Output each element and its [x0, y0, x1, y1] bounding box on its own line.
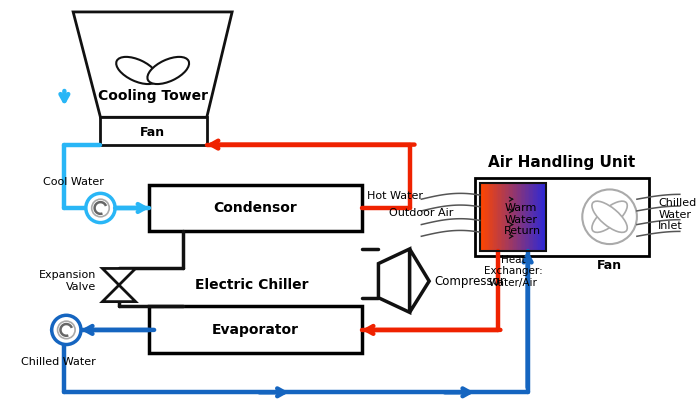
Bar [514, 183, 516, 251]
Bar [542, 183, 544, 251]
Bar [509, 183, 511, 251]
Polygon shape [102, 285, 136, 302]
Text: Fan: Fan [597, 259, 622, 272]
Bar [537, 183, 539, 251]
Bar [149, 307, 362, 353]
Bar [524, 183, 526, 251]
Bar [480, 183, 482, 251]
Bar [517, 183, 519, 251]
Text: Evaporator: Evaporator [212, 323, 299, 337]
Bar [531, 183, 532, 251]
Bar [540, 183, 541, 251]
Circle shape [92, 199, 109, 217]
Bar [482, 183, 484, 251]
Bar [510, 183, 512, 251]
Circle shape [86, 193, 115, 222]
Bar [545, 183, 547, 251]
Bar [494, 183, 496, 251]
Text: Chilled Water: Chilled Water [21, 357, 96, 367]
Text: Compressor: Compressor [434, 275, 505, 288]
Bar [149, 185, 362, 232]
Ellipse shape [116, 57, 158, 84]
Bar [519, 183, 522, 251]
Ellipse shape [148, 57, 189, 84]
Bar [501, 183, 503, 251]
Bar [531, 183, 533, 251]
Bar [512, 183, 514, 251]
Bar [486, 183, 489, 251]
Bar [536, 183, 538, 251]
Circle shape [52, 315, 81, 344]
Bar [101, 117, 206, 144]
Bar [526, 183, 528, 251]
Bar [504, 183, 505, 251]
Bar [516, 183, 517, 251]
Bar [534, 183, 536, 251]
Bar [484, 183, 486, 251]
Bar [488, 183, 489, 251]
Ellipse shape [592, 201, 627, 232]
Bar [497, 183, 499, 251]
Polygon shape [410, 249, 429, 312]
Bar [538, 183, 540, 251]
Text: Cool Water: Cool Water [43, 176, 104, 186]
Bar [513, 183, 515, 251]
Circle shape [57, 321, 75, 339]
Bar [491, 183, 492, 251]
Bar [481, 183, 483, 251]
Text: Cooling Tower: Cooling Tower [97, 89, 208, 103]
Text: Fan: Fan [140, 127, 165, 139]
Circle shape [582, 190, 637, 244]
Bar [529, 183, 531, 251]
Bar [506, 183, 508, 251]
Polygon shape [102, 269, 136, 285]
Bar [518, 183, 520, 251]
Text: Outdoor Air: Outdoor Air [389, 208, 454, 218]
Bar [500, 183, 502, 251]
Polygon shape [74, 12, 232, 117]
Text: Chilled
Water
Inlet: Chilled Water Inlet [659, 198, 696, 232]
Bar [503, 183, 504, 251]
Bar [525, 183, 527, 251]
Bar [541, 183, 542, 251]
Bar [493, 183, 495, 251]
Bar [489, 183, 491, 251]
Text: Hot Water: Hot Water [367, 191, 423, 201]
Bar [543, 183, 545, 251]
Bar [475, 178, 649, 256]
Bar [522, 183, 524, 251]
Polygon shape [379, 249, 410, 312]
Bar [480, 183, 546, 251]
Bar [498, 183, 500, 251]
Bar [492, 183, 493, 251]
Bar [521, 183, 523, 251]
Text: Condensor: Condensor [214, 201, 298, 215]
Bar [485, 183, 487, 251]
Bar [528, 183, 529, 251]
Text: Heat
Exchanger:
Water/Air: Heat Exchanger: Water/Air [484, 255, 542, 288]
Text: Air Handling Unit: Air Handling Unit [488, 155, 636, 170]
Text: Expansion
Valve: Expansion Valve [39, 270, 97, 292]
Text: Warm
Water
Return: Warm Water Return [504, 203, 541, 236]
Bar [508, 183, 510, 251]
Bar [533, 183, 535, 251]
Bar [496, 183, 498, 251]
Ellipse shape [592, 201, 627, 232]
Bar [505, 183, 507, 251]
Text: Electric Chiller: Electric Chiller [195, 278, 309, 292]
